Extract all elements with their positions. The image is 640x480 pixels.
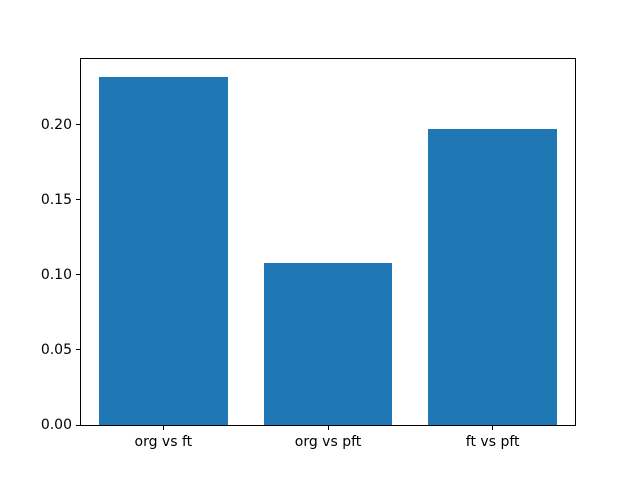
bar-org-vs-ft — [99, 76, 228, 425]
x-tick-mark — [327, 426, 329, 430]
y-tick-mark — [76, 274, 80, 276]
x-tick-label-ft-vs-pft: ft vs pft — [465, 434, 520, 450]
x-tick-label-org-vs-pft: org vs pft — [294, 434, 362, 450]
axes: 0.00 0.05 0.10 0.15 0.20 org vs ft org vs pft… — [41, 58, 576, 449]
y-tick-label: 0.00 — [40, 417, 72, 433]
y-tick-mark — [76, 424, 80, 426]
x-tick-mark — [492, 426, 494, 430]
bar-ft-vs-pft — [428, 129, 557, 425]
y-tick-label: 0.10 — [40, 266, 72, 283]
y-tick-label: 0.05 — [40, 341, 72, 358]
bar-org-vs-pft — [263, 262, 393, 425]
y-tick-mark — [76, 124, 80, 126]
y-tick-label: 0.20 — [40, 116, 72, 133]
y-tick-label: 0.15 — [40, 191, 72, 208]
x-tick-label-org-vs-ft: org vs ft — [134, 434, 193, 450]
y-tick-mark — [76, 199, 80, 201]
x-tick-mark — [162, 426, 164, 430]
y-tick-mark — [76, 349, 80, 351]
